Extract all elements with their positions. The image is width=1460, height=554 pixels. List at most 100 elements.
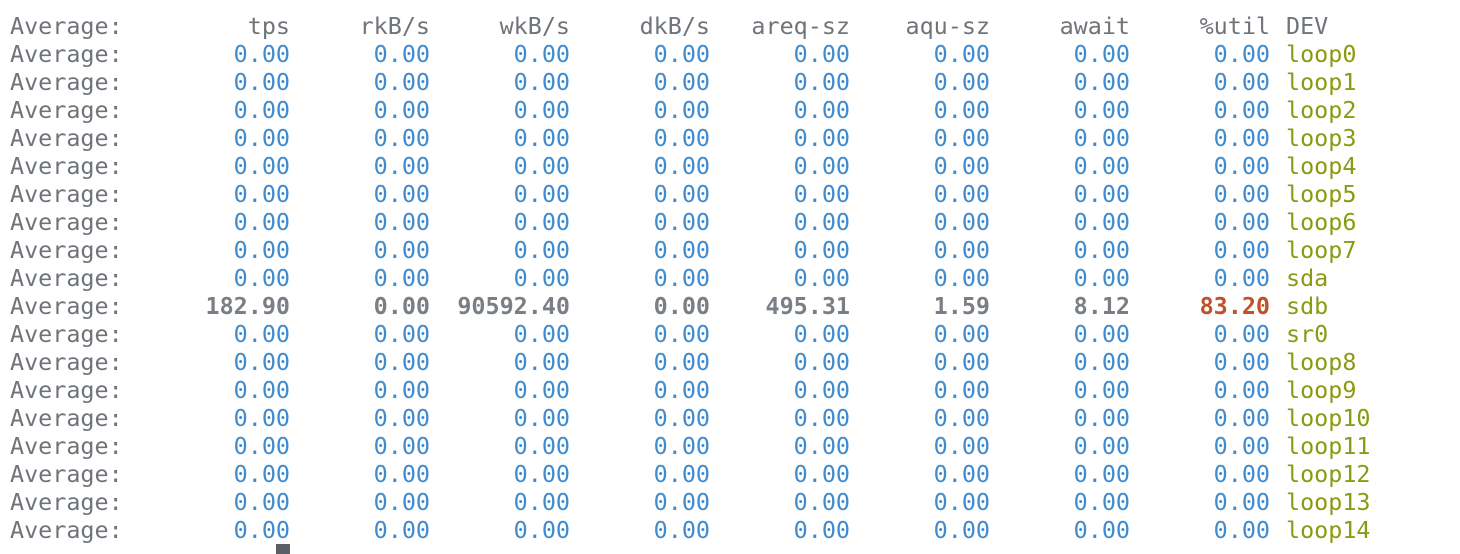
- cell-aqu-sz: 0.00: [933, 180, 990, 208]
- header-wkbs: wkB/s: [499, 12, 570, 40]
- cell-wkbs: 0.00: [513, 488, 570, 516]
- table-row: Average: 0.00 0.00 0.00 0.00 0.00 0.00 0.00 0.00…: [10, 348, 1371, 376]
- cell-rkbs: 0.00: [373, 376, 430, 404]
- cell-await: 8.12: [1073, 292, 1130, 320]
- header-await: await: [1059, 12, 1130, 40]
- cell-device: sr0: [1286, 320, 1329, 348]
- cell-tps: 0.00: [233, 320, 290, 348]
- cell-dkbs: 0.00: [653, 124, 710, 152]
- cell-rkbs: 0.00: [373, 180, 430, 208]
- cell-dkbs: 0.00: [653, 152, 710, 180]
- header-util: %util: [1199, 12, 1270, 40]
- cell-util: 0.00: [1213, 40, 1270, 68]
- cell-wkbs: 0.00: [513, 404, 570, 432]
- cell-await: 0.00: [1073, 68, 1130, 96]
- cell-tps: 0.00: [233, 488, 290, 516]
- cell-tps: 0.00: [233, 516, 290, 544]
- cell-areq-sz: 0.00: [793, 348, 850, 376]
- cell-await: 0.00: [1073, 404, 1130, 432]
- cell-await: 0.00: [1073, 460, 1130, 488]
- table-row: Average: 0.00 0.00 0.00 0.00 0.00 0.00 0.00 0.00…: [10, 376, 1371, 404]
- cell-aqu-sz: 0.00: [933, 264, 990, 292]
- table-row: Average: 0.00 0.00 0.00 0.00 0.00 0.00 0.00 0.00…: [10, 96, 1371, 124]
- cell-util: 0.00: [1213, 460, 1270, 488]
- cell-tps: 0.00: [233, 40, 290, 68]
- cell-wkbs: 0.00: [513, 320, 570, 348]
- table-row: Average: 0.00 0.00 0.00 0.00 0.00 0.00 0.00 0.00…: [10, 124, 1371, 152]
- cell-device: sdb: [1286, 292, 1329, 320]
- cell-util: 0.00: [1213, 320, 1270, 348]
- cell-rkbs: 0.00: [373, 264, 430, 292]
- header-dev: DEV: [1286, 12, 1329, 40]
- cell-dkbs: 0.00: [653, 376, 710, 404]
- cell-await: 0.00: [1073, 40, 1130, 68]
- cell-rkbs: 0.00: [373, 208, 430, 236]
- cell-wkbs: 0.00: [513, 432, 570, 460]
- header-tps: tps: [247, 12, 290, 40]
- cell-await: 0.00: [1073, 152, 1130, 180]
- cell-areq-sz: 0.00: [793, 96, 850, 124]
- cell-dkbs: 0.00: [653, 488, 710, 516]
- cell-dkbs: 0.00: [653, 404, 710, 432]
- cell-wkbs: 0.00: [513, 96, 570, 124]
- cell-wkbs: 0.00: [513, 152, 570, 180]
- cell-tps: 0.00: [233, 348, 290, 376]
- cell-areq-sz: 0.00: [793, 68, 850, 96]
- cell-tps: 0.00: [233, 376, 290, 404]
- cell-aqu-sz: 0.00: [933, 348, 990, 376]
- cell-areq-sz: 0.00: [793, 404, 850, 432]
- cell-dkbs: 0.00: [653, 320, 710, 348]
- cell-areq-sz: 0.00: [793, 376, 850, 404]
- cell-rkbs: 0.00: [373, 348, 430, 376]
- row-label: Average:: [10, 460, 123, 488]
- cell-util: 0.00: [1213, 404, 1270, 432]
- cell-areq-sz: 0.00: [793, 460, 850, 488]
- cell-device: loop12: [1286, 460, 1371, 488]
- table-header: Average: tps rkB/s wkB/s dkB/s areq-sz a…: [10, 12, 1371, 40]
- header-areq-sz: areq-sz: [751, 12, 850, 40]
- cell-aqu-sz: 0.00: [933, 516, 990, 544]
- cell-util: 0.00: [1213, 96, 1270, 124]
- cell-dkbs: 0.00: [653, 348, 710, 376]
- cell-device: loop9: [1286, 376, 1357, 404]
- cell-tps: 0.00: [233, 124, 290, 152]
- cell-dkbs: 0.00: [653, 236, 710, 264]
- table-body: Average: 0.00 0.00 0.00 0.00 0.00 0.00 0.00 0.00…: [10, 40, 1371, 544]
- cell-await: 0.00: [1073, 376, 1130, 404]
- cell-tps: 0.00: [233, 264, 290, 292]
- cell-wkbs: 0.00: [513, 460, 570, 488]
- cell-dkbs: 0.00: [653, 180, 710, 208]
- row-label: Average:: [10, 40, 123, 68]
- cell-util: 0.00: [1213, 152, 1270, 180]
- cell-dkbs: 0.00: [653, 208, 710, 236]
- cell-aqu-sz: 0.00: [933, 488, 990, 516]
- cell-device: loop11: [1286, 432, 1371, 460]
- cell-tps: 0.00: [233, 208, 290, 236]
- cell-dkbs: 0.00: [653, 264, 710, 292]
- header-rkbs: rkB/s: [359, 12, 430, 40]
- row-label: Average:: [10, 180, 123, 208]
- cell-rkbs: 0.00: [373, 516, 430, 544]
- cell-device: loop5: [1286, 180, 1357, 208]
- cell-dkbs: 0.00: [653, 40, 710, 68]
- table-row: Average: 0.00 0.00 0.00 0.00 0.00 0.00 0.00 0.00…: [10, 208, 1371, 236]
- cell-areq-sz: 0.00: [793, 208, 850, 236]
- cell-aqu-sz: 0.00: [933, 376, 990, 404]
- cell-rkbs: 0.00: [373, 488, 430, 516]
- row-label: Average:: [10, 236, 123, 264]
- cell-areq-sz: 0.00: [793, 432, 850, 460]
- table-row: Average: 0.00 0.00 0.00 0.00 0.00 0.00 0.00 0.00…: [10, 180, 1371, 208]
- cell-areq-sz: 0.00: [793, 40, 850, 68]
- cell-rkbs: 0.00: [373, 96, 430, 124]
- cell-wkbs: 0.00: [513, 516, 570, 544]
- cell-device: sda: [1286, 264, 1329, 292]
- header-aqu-sz: aqu-sz: [905, 12, 991, 40]
- cell-device: loop6: [1286, 208, 1357, 236]
- cell-device: loop0: [1286, 40, 1357, 68]
- table-row: Average: 0.00 0.00 0.00 0.00 0.00 0.00 0.00 0.00…: [10, 236, 1371, 264]
- cell-util: 0.00: [1213, 180, 1270, 208]
- cell-wkbs: 0.00: [513, 68, 570, 96]
- cell-device: loop1: [1286, 68, 1357, 96]
- cell-wkbs: 0.00: [513, 376, 570, 404]
- cell-wkbs: 0.00: [513, 236, 570, 264]
